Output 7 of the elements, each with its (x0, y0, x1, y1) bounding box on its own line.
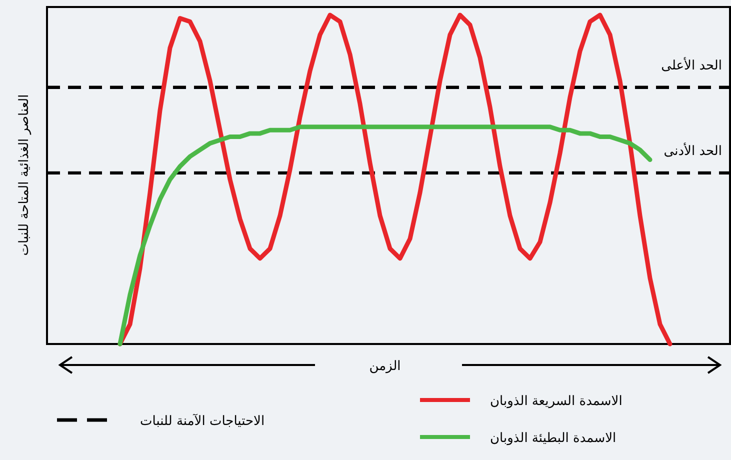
ref-line-label: الحد الأعلى (661, 56, 722, 74)
y-axis-title: العناصر الغذائية المتاحة للنبات (17, 94, 32, 256)
ref-line-label: الحد الأدنى (664, 142, 722, 159)
legend-label: الاسمدة البطيئة الذوبان (490, 431, 616, 446)
x-axis-title: الزمن (369, 359, 401, 374)
text: الاحتياجات الآمنة للنبات (140, 413, 265, 429)
legend-label: الاسمدة السريعة الذوبان (490, 394, 622, 409)
